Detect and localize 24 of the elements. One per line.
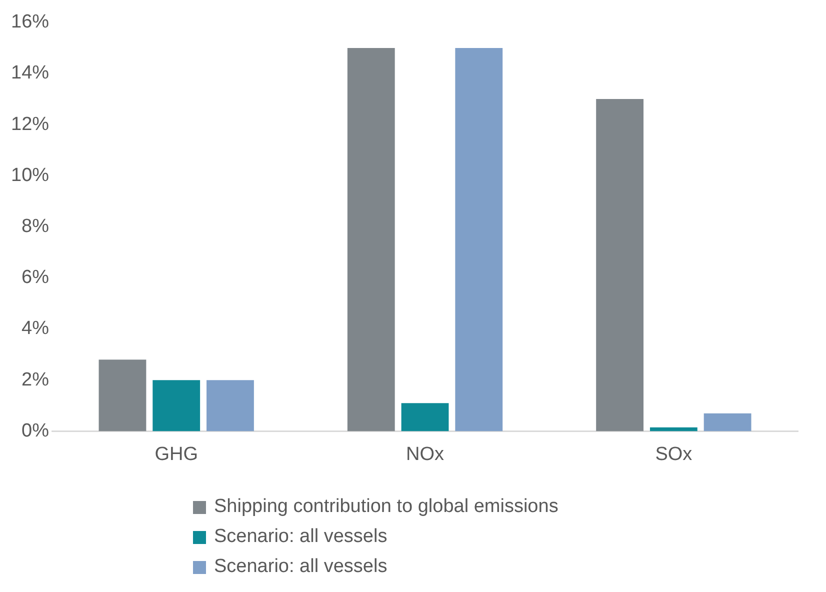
bar (596, 99, 644, 432)
legend-label: Scenario: all vessels (214, 525, 388, 549)
y-tick-label: 12% (10, 114, 50, 135)
bar (206, 380, 254, 432)
x-tick-label: NOx (406, 444, 445, 465)
y-tick-label: 8% (22, 216, 50, 238)
y-tick-label: 10% (10, 164, 50, 186)
bar (401, 403, 449, 432)
x-tick-label: GHG (154, 444, 198, 465)
y-tick-label: 2% (22, 369, 50, 390)
legend-label: Scenario: all vessels (214, 555, 388, 579)
x-tick-label: SOx (655, 444, 693, 465)
bar (704, 413, 752, 432)
y-tick-label: 0% (22, 420, 50, 442)
y-tick-label: 4% (22, 318, 50, 340)
bar (152, 380, 200, 432)
bar (650, 427, 698, 432)
y-tick-label: 16% (10, 12, 50, 33)
bar (347, 48, 395, 432)
y-tick-label: 6% (22, 267, 50, 288)
legend-label: Shipping contribution to global emissions (214, 495, 558, 519)
bar (98, 360, 146, 432)
y-tick-label: 14% (10, 62, 50, 84)
bar (455, 48, 503, 432)
